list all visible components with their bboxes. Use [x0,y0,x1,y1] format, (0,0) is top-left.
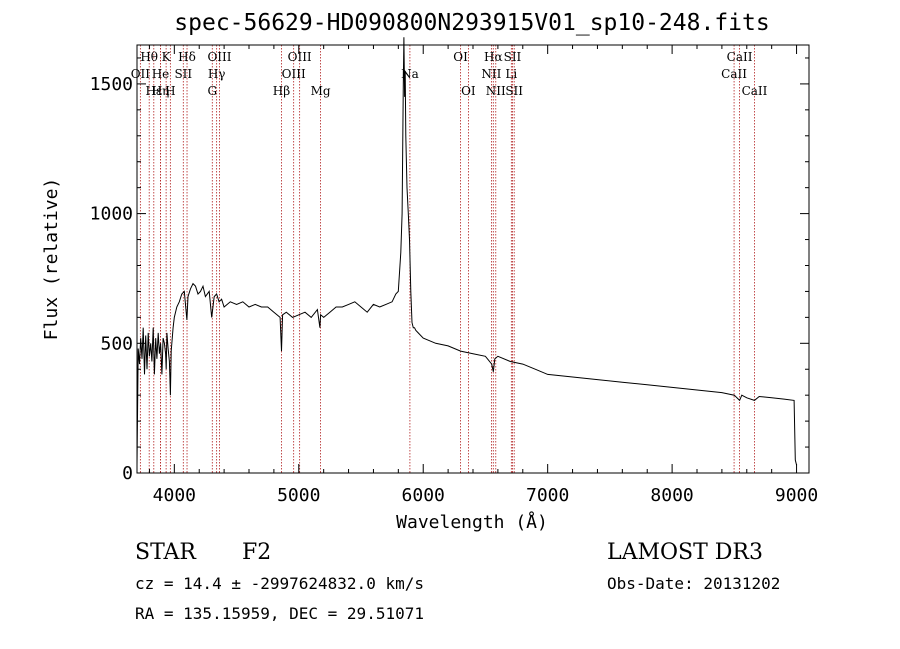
flux-series-line [136,37,798,466]
line-label: Hγ [208,67,226,81]
line-label: NII [481,67,501,81]
coords-text: RA = 135.15959, DEC = 29.51071 [135,604,424,623]
x-tick-label: 4000 [153,485,196,506]
line-label: CaII [721,67,747,81]
line-label: NII [486,84,506,98]
x-tick-label: 9000 [775,485,818,506]
subclass: F2 [242,540,271,565]
velocity-text: cz = 14.4 ± -2997624832.0 km/s [135,574,424,593]
line-label: OI [453,50,468,64]
line-label: OIII [282,67,306,81]
object-type: STAR [135,540,197,565]
line-label: Hθ [140,50,158,64]
y-axis-label: Flux (relative) [41,178,62,341]
line-label: CaII [742,84,768,98]
line-label: SII [174,67,192,81]
x-axis-ticks: 4000 5000 6000 7000 8000 9000 [148,45,818,506]
x-tick-label: 5000 [277,485,320,506]
x-tick-label: 6000 [402,485,445,506]
line-label: CaII [727,50,753,64]
line-label: G [207,84,217,98]
x-tick-label: 7000 [526,485,569,506]
obs-date: Obs-Date: 20131202 [607,574,780,593]
chart-title: spec-56629-HD090800N293915V01_sp10-248.f… [174,10,769,36]
y-axis-ticks: 0 500 1000 1500 [90,57,809,484]
line-label: SII [505,84,523,98]
line-label: OIII [288,50,312,64]
line-label: Hδ [178,50,196,64]
survey-name: LAMOST DR3 [607,540,763,565]
line-label: H [165,84,175,98]
line-label: SII [504,50,522,64]
plot-frame [136,44,810,474]
spectral-line-markers [139,45,755,473]
y-tick-label: 0 [122,463,133,484]
line-label: Hα [484,50,503,64]
y-tick-label: 1000 [90,204,133,225]
y-tick-label: 500 [100,333,133,354]
line-label: Li [505,67,517,81]
line-label: Hβ [273,84,290,98]
line-label: K [162,50,172,64]
line-label: Hη [152,84,170,98]
line-label: OII [131,67,151,81]
line-label: He [152,67,170,81]
line-label: OI [461,84,476,98]
line-label: Mg [311,84,331,98]
y-tick-label: 1500 [90,74,133,95]
x-tick-label: 8000 [650,485,693,506]
x-axis-label: Wavelength (Å) [396,511,548,533]
line-label: OIII [207,50,231,64]
line-label: Hε [145,84,162,98]
